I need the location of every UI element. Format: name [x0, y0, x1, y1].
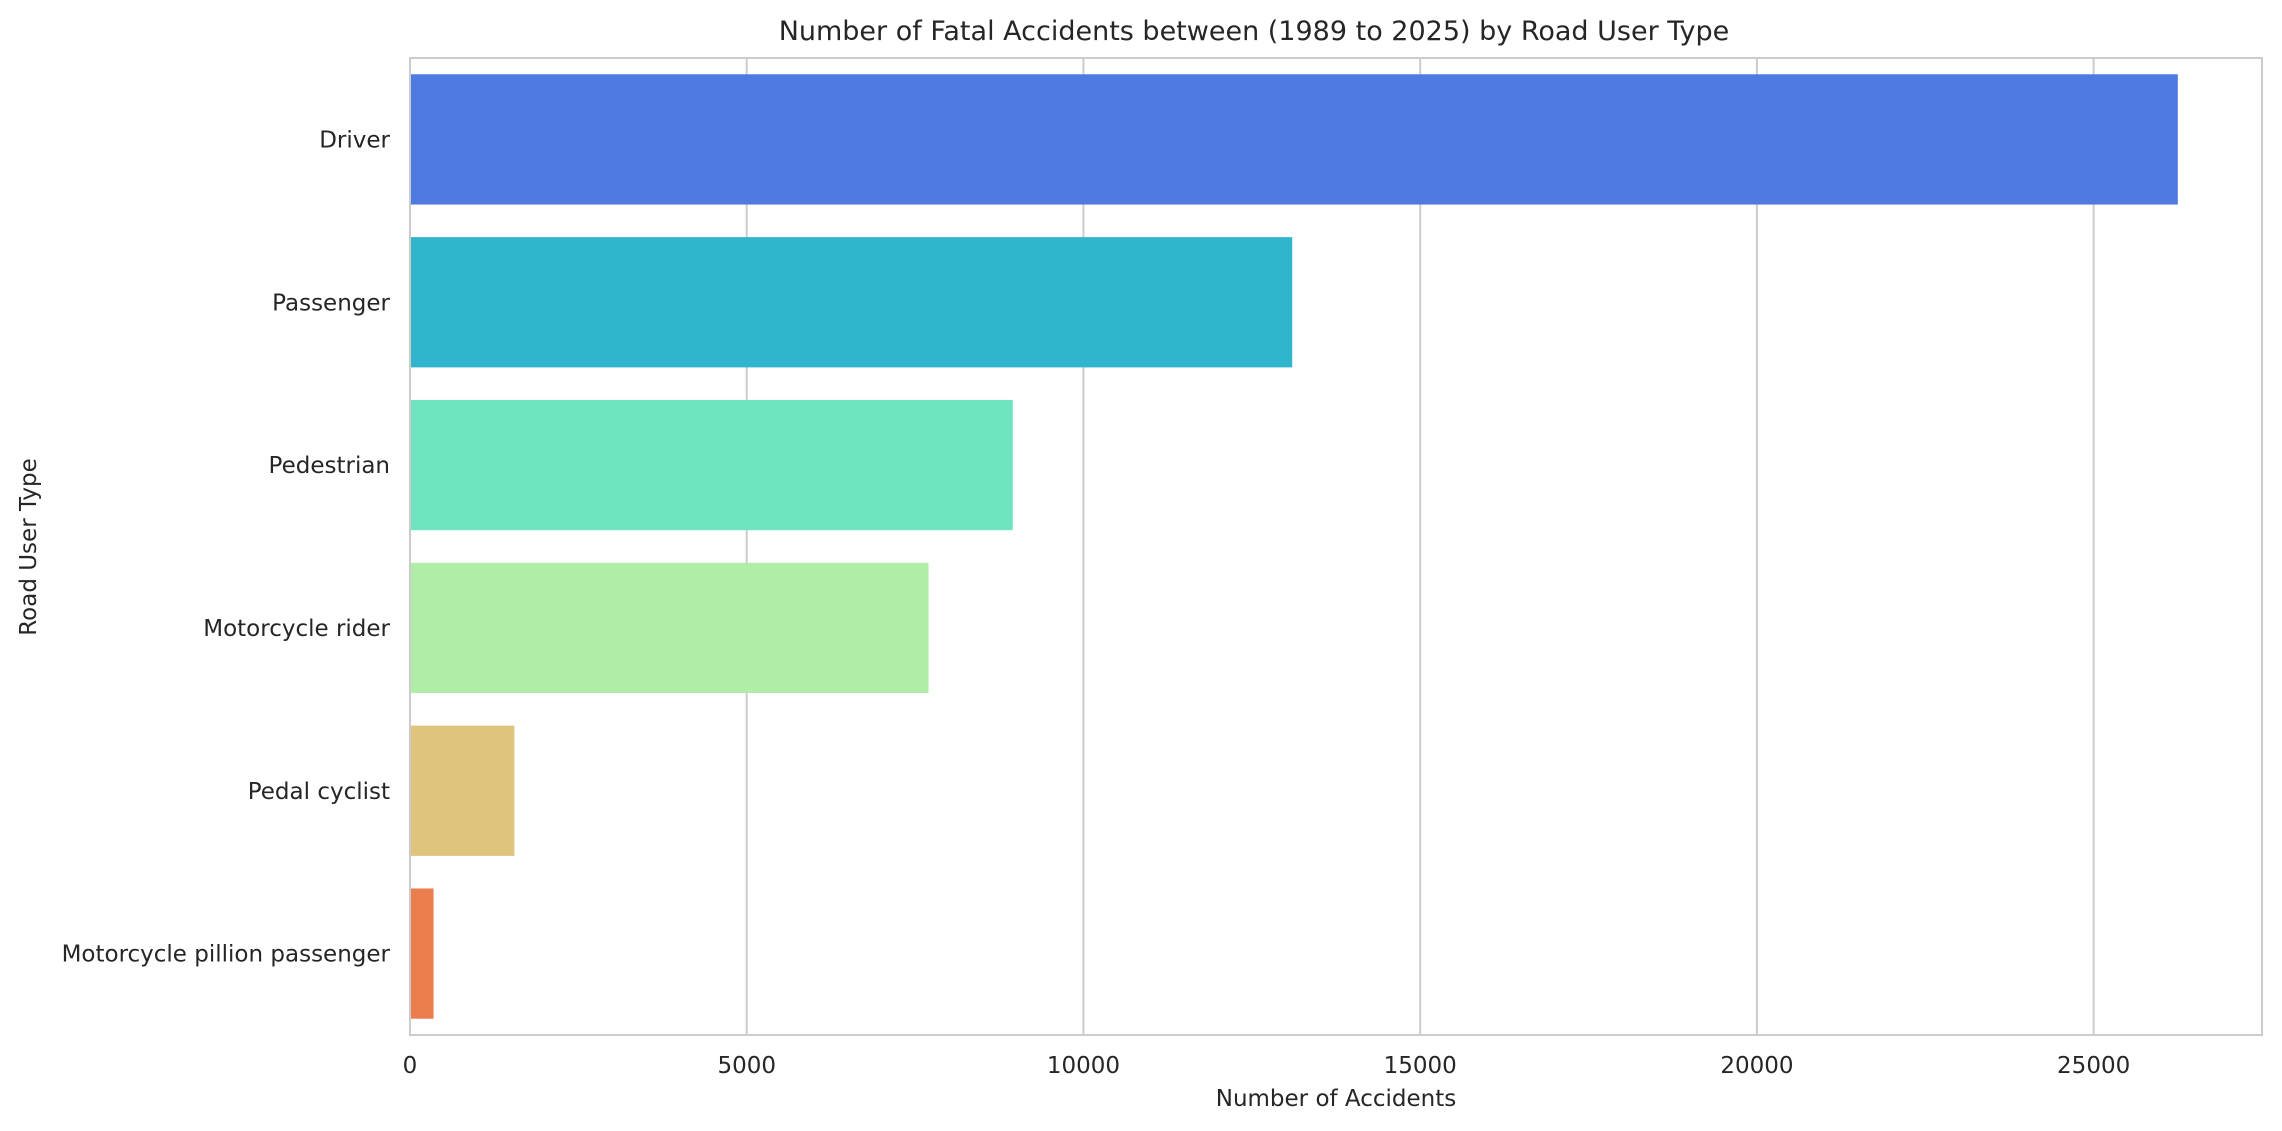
x-axis-label: Number of Accidents: [1216, 1086, 1457, 1112]
bars: [410, 74, 2178, 1019]
x-tick-labels: 0 5000 10000 15000 20000 25000: [403, 1053, 2131, 1079]
y-axis-label: Road User Type: [16, 458, 42, 636]
bar-pedestrian: [410, 399, 1013, 531]
y-tick-label: Driver: [319, 127, 390, 153]
y-tick-label: Passenger: [272, 290, 390, 316]
x-tick-label: 20000: [1720, 1053, 1793, 1079]
bar-driver: [410, 74, 2178, 205]
x-tick-label: 10000: [1047, 1053, 1120, 1079]
bar-motorcycle-rider: [410, 562, 929, 694]
x-tick-label: 0: [403, 1053, 418, 1079]
bar-motorcycle-pillion-passenger: [410, 888, 434, 1019]
x-tick-label: 5000: [717, 1053, 776, 1079]
plot-frame: [409, 57, 2263, 1036]
bar-passenger: [410, 237, 1293, 368]
y-tick-labels: Driver Passenger Pedestrian Motorcycle ride…: [62, 127, 391, 967]
x-gridlines: [409, 58, 2095, 1035]
bar-pedal-cyclist: [410, 725, 515, 856]
x-tick-label: 15000: [1384, 1053, 1457, 1079]
y-tick-label: Motorcycle rider: [203, 616, 390, 642]
y-tick-label: Pedestrian: [269, 453, 390, 479]
x-tick-label: 25000: [2057, 1053, 2130, 1079]
y-tick-label: Motorcycle pillion passenger: [62, 942, 391, 968]
y-tick-label: Pedal cyclist: [248, 779, 390, 805]
chart-title: Number of Fatal Accidents between (1989 …: [779, 16, 1730, 47]
